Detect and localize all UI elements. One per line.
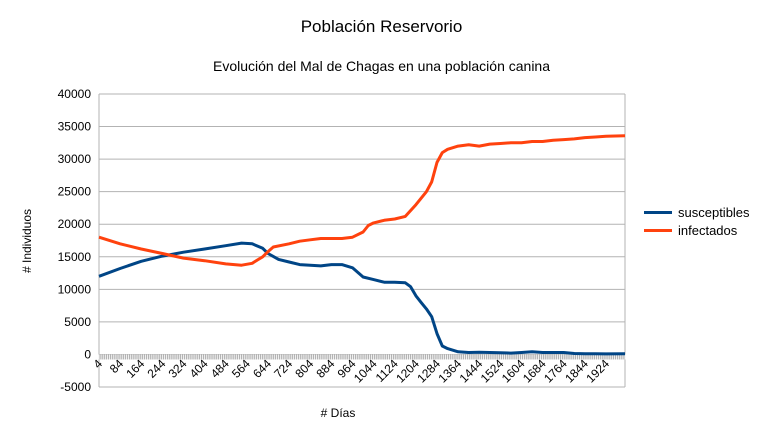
legend-swatch-susceptibles: [644, 210, 672, 214]
y-tick-label: -5000: [60, 380, 91, 394]
y-tick-label: 10000: [58, 282, 92, 296]
x-axis-band: [99, 354, 625, 360]
chart-title: Población Reservorio: [300, 17, 463, 36]
x-tick-label: 404: [187, 356, 211, 380]
y-tick-label: 35000: [58, 120, 92, 134]
series-line-infectados: [98, 134, 626, 267]
legend-label-susceptibles: susceptibles: [678, 204, 750, 220]
chart-subtitle: Evolución del Mal de Chagas en una pobla…: [212, 58, 550, 74]
legend: susceptibles infectados: [644, 203, 750, 239]
series-line-susceptibles: [98, 241, 626, 356]
y-tick-label: 25000: [58, 185, 92, 199]
y-tick-label: 0: [84, 347, 91, 361]
legend-swatch-infectados: [644, 228, 672, 232]
x-tick-label: 884: [313, 356, 337, 380]
series-lines: [98, 134, 626, 356]
legend-label-infectados: infectados: [678, 222, 738, 238]
x-axis: 4 841642443244044845646447248048849641044…: [90, 354, 626, 385]
grid-lines: [98, 93, 626, 388]
x-tick-label: 484: [208, 356, 232, 380]
x-tick-label: 164: [123, 356, 147, 380]
x-tick-label: 244: [144, 356, 168, 380]
x-tick-label: 324: [166, 356, 190, 380]
legend-item-susceptibles: susceptibles: [644, 203, 750, 221]
y-tick-label: 5000: [64, 315, 91, 329]
x-tick-label: 724: [271, 356, 295, 380]
x-tick-label: 1924: [583, 356, 612, 385]
x-tick-label: 644: [250, 356, 274, 380]
x-axis-label: # Días: [321, 406, 356, 420]
x-tick-label: 564: [229, 356, 253, 380]
y-axis-ticks: -5000 0 5000 10000 15000 20000 25000 30000 35000…: [58, 87, 92, 394]
legend-item-infectados: infectados: [644, 221, 750, 239]
y-tick-label: 15000: [58, 250, 92, 264]
y-tick-label: 40000: [58, 87, 92, 101]
y-tick-label: 30000: [58, 152, 92, 166]
x-tick-label: 804: [292, 356, 316, 380]
y-axis-label: # Individuos: [20, 209, 34, 273]
y-tick-label: 20000: [58, 217, 92, 231]
